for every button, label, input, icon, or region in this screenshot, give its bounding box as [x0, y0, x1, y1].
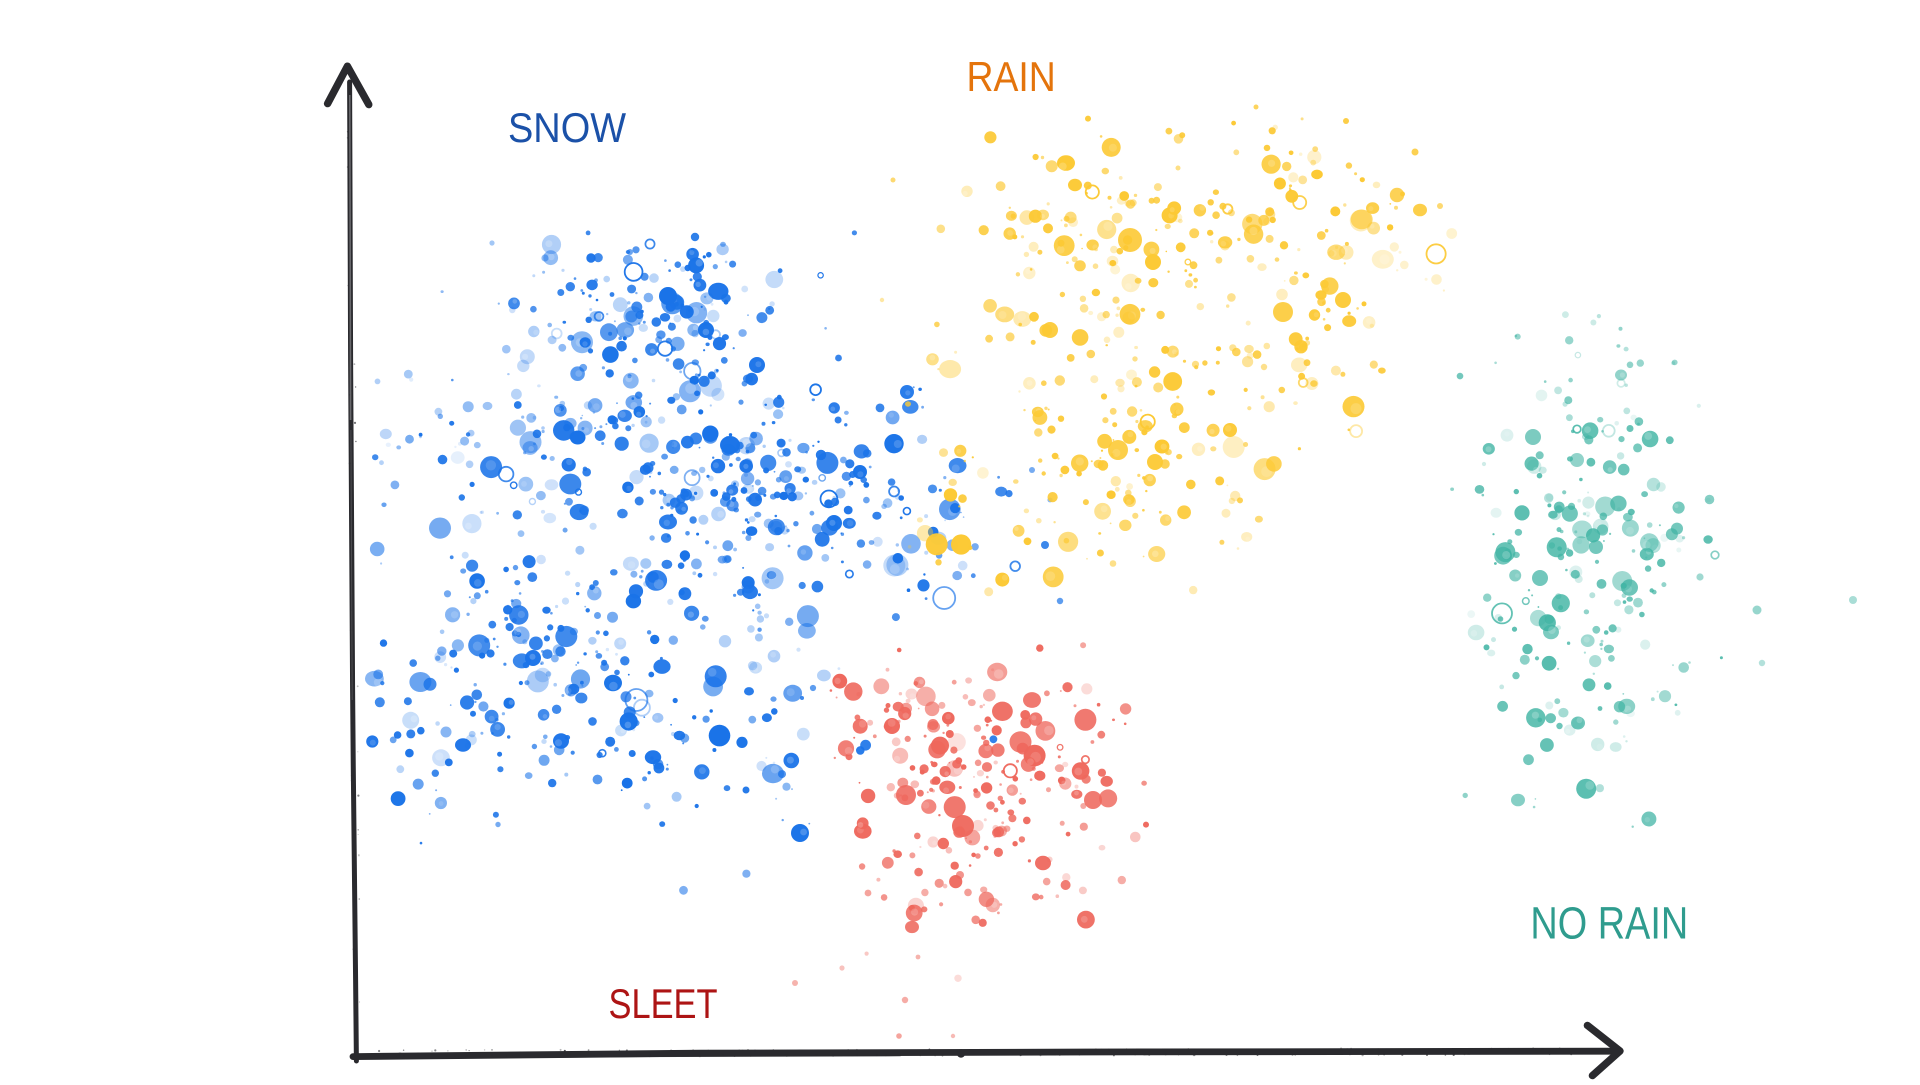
svg-text:SNOW: SNOW	[508, 104, 626, 151]
svg-text:RAIN: RAIN	[967, 53, 1056, 100]
svg-text:SLEET: SLEET	[609, 980, 718, 1027]
svg-text:NO RAIN: NO RAIN	[1530, 898, 1688, 949]
